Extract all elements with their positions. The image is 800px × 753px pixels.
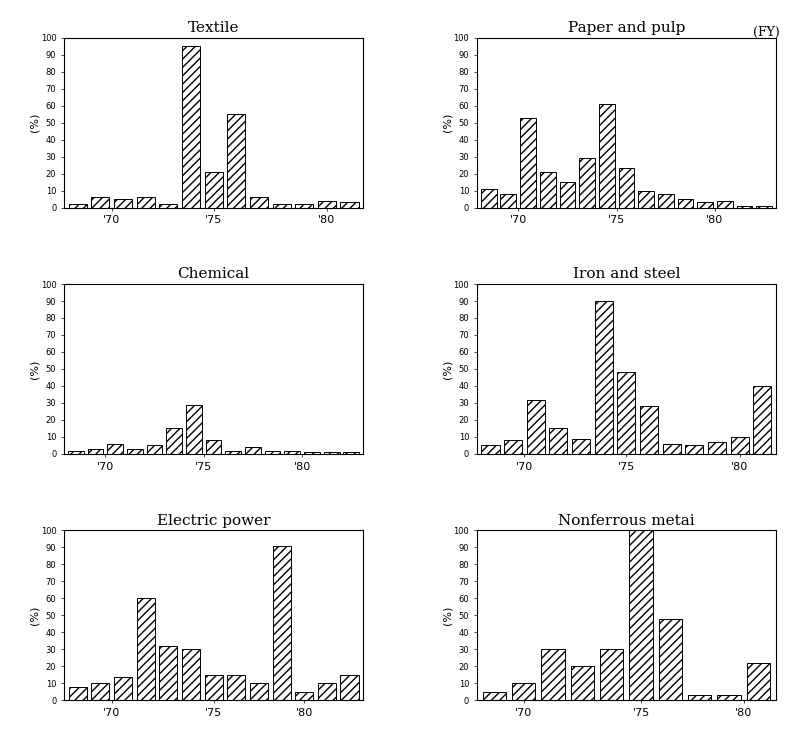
Bar <box>107 444 123 454</box>
Title: Electric power: Electric power <box>157 514 270 528</box>
Bar <box>746 663 770 700</box>
Bar <box>318 683 336 700</box>
Bar <box>137 599 154 700</box>
Bar <box>559 182 575 208</box>
Bar <box>600 649 623 700</box>
Bar <box>114 199 132 208</box>
Bar <box>501 194 516 208</box>
Bar <box>579 158 595 208</box>
Bar <box>295 204 314 208</box>
Bar <box>504 441 522 454</box>
Bar <box>127 449 142 454</box>
Bar <box>91 197 110 208</box>
Bar <box>318 201 336 208</box>
Bar <box>68 450 84 454</box>
Bar <box>708 442 726 454</box>
Bar <box>737 206 752 208</box>
Bar <box>226 450 241 454</box>
Bar <box>688 695 711 700</box>
Y-axis label: (%): (%) <box>30 359 39 379</box>
Bar <box>658 619 682 700</box>
Bar <box>520 117 536 208</box>
Bar <box>594 301 613 454</box>
Bar <box>686 446 703 454</box>
Bar <box>304 453 320 454</box>
Bar <box>718 695 741 700</box>
Title: Paper and pulp: Paper and pulp <box>568 21 685 35</box>
Bar <box>182 46 200 208</box>
Bar <box>227 114 246 208</box>
Title: Iron and steel: Iron and steel <box>573 267 680 282</box>
Y-axis label: (%): (%) <box>442 113 452 133</box>
Title: Nonferrous metai: Nonferrous metai <box>558 514 694 528</box>
Bar <box>324 453 339 454</box>
Bar <box>91 683 110 700</box>
Text: (FY): (FY) <box>754 26 780 39</box>
Bar <box>265 450 281 454</box>
Bar <box>658 194 674 208</box>
Bar <box>114 676 132 700</box>
Bar <box>678 199 694 208</box>
Bar <box>341 203 358 208</box>
Bar <box>756 206 772 208</box>
Bar <box>159 646 178 700</box>
Bar <box>285 450 300 454</box>
Bar <box>640 407 658 454</box>
Bar <box>69 687 86 700</box>
Bar <box>343 453 359 454</box>
Bar <box>572 439 590 454</box>
Bar <box>698 203 713 208</box>
Bar <box>250 197 268 208</box>
Bar <box>88 449 103 454</box>
Bar <box>295 692 314 700</box>
Bar <box>206 441 222 454</box>
Y-axis label: (%): (%) <box>442 359 452 379</box>
Bar <box>618 373 635 454</box>
Bar <box>273 546 290 700</box>
Bar <box>182 649 200 700</box>
Bar <box>570 666 594 700</box>
Bar <box>599 104 614 208</box>
Bar <box>481 189 497 208</box>
Bar <box>205 675 222 700</box>
Bar <box>159 204 178 208</box>
Bar <box>717 201 733 208</box>
Bar <box>227 675 246 700</box>
Bar <box>273 204 290 208</box>
Bar <box>186 404 202 454</box>
Title: Chemical: Chemical <box>178 267 250 282</box>
Bar <box>250 683 268 700</box>
Bar <box>341 675 358 700</box>
Bar <box>482 446 499 454</box>
Bar <box>754 386 771 454</box>
Bar <box>245 447 261 454</box>
Bar <box>137 197 154 208</box>
Bar <box>526 400 545 454</box>
Bar <box>146 446 162 454</box>
Y-axis label: (%): (%) <box>442 605 452 625</box>
Bar <box>540 172 555 208</box>
Bar <box>638 191 654 208</box>
Bar <box>542 649 565 700</box>
Bar <box>630 530 653 700</box>
Y-axis label: (%): (%) <box>30 113 39 133</box>
Bar <box>512 683 535 700</box>
Bar <box>205 172 222 208</box>
Bar <box>166 428 182 454</box>
Bar <box>618 169 634 208</box>
Bar <box>550 428 567 454</box>
Bar <box>730 437 749 454</box>
Bar <box>662 444 681 454</box>
Bar <box>482 692 506 700</box>
Y-axis label: (%): (%) <box>30 605 39 625</box>
Bar <box>69 204 86 208</box>
Title: Textile: Textile <box>188 21 239 35</box>
